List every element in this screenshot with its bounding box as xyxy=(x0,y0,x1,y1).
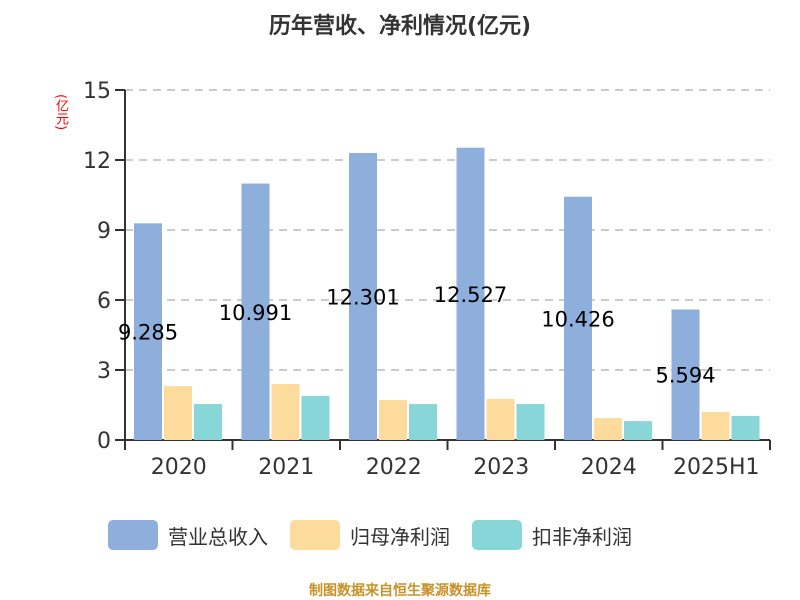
legend-item-deducted-net-profit[interactable]: 扣非净利润 xyxy=(472,520,632,550)
data-label: 5.594 xyxy=(655,364,715,388)
bar-2023-1 xyxy=(486,398,515,440)
bar-2020-0 xyxy=(134,223,162,440)
legend-swatch-revenue xyxy=(108,520,158,550)
bar-2025H1-2 xyxy=(731,415,760,440)
y-tick-label: 15 xyxy=(83,79,111,104)
bar-2021-1 xyxy=(271,384,300,440)
bar-2021-0 xyxy=(241,183,270,440)
data-source-note: 制图数据来自恒生聚源数据库 xyxy=(309,583,491,599)
chart-title: 历年营收、净利情况(亿元) xyxy=(268,14,532,39)
bar-2025H1-0 xyxy=(671,309,700,440)
legend-label: 归母净利润 xyxy=(350,524,450,549)
y-tick-label: 9 xyxy=(97,219,111,244)
bar-2020-1 xyxy=(164,386,192,440)
legend-swatch-deducted-net-profit xyxy=(472,520,522,550)
legend-item-net-profit[interactable]: 归母净利润 xyxy=(290,520,450,550)
x-tick-label: 2020 xyxy=(151,455,207,480)
legend-swatch-net-profit xyxy=(290,520,340,550)
bar-2022-1 xyxy=(379,400,407,440)
data-label: 9.285 xyxy=(118,321,178,345)
bar-2025H1-1 xyxy=(701,412,730,440)
x-tick-label: 2023 xyxy=(473,455,529,480)
bar-2022-2 xyxy=(409,404,437,440)
bar-2021-2 xyxy=(301,395,330,440)
bar-2023-2 xyxy=(516,404,545,440)
bar-2024-0 xyxy=(564,196,592,440)
bar-2024-1 xyxy=(594,418,622,440)
bar-2023-0 xyxy=(456,147,485,440)
y-axis-unit: (亿元) xyxy=(53,94,68,131)
y-tick-label: 3 xyxy=(97,359,111,384)
legend: 营业总收入 归母净利润 扣非净利润 xyxy=(108,520,654,550)
x-tick-label: 2022 xyxy=(366,455,422,480)
bar-2020-2 xyxy=(194,404,222,440)
y-tick-label: 0 xyxy=(97,429,111,454)
y-tick-label: 6 xyxy=(97,289,111,314)
bar-2024-2 xyxy=(624,421,652,440)
x-tick-label: 2024 xyxy=(581,455,637,480)
data-label: 10.426 xyxy=(541,307,614,331)
data-label: 12.527 xyxy=(434,283,507,307)
data-label: 12.301 xyxy=(326,285,399,309)
legend-item-revenue[interactable]: 营业总收入 xyxy=(108,520,268,550)
bar-2022-0 xyxy=(349,152,377,440)
legend-label: 营业总收入 xyxy=(168,524,268,549)
data-label: 10.991 xyxy=(219,301,292,325)
y-tick-label: 12 xyxy=(83,149,111,174)
legend-label: 扣非净利润 xyxy=(532,524,632,549)
x-tick-label: 2021 xyxy=(258,455,314,480)
x-tick-label: 2025H1 xyxy=(673,455,760,480)
